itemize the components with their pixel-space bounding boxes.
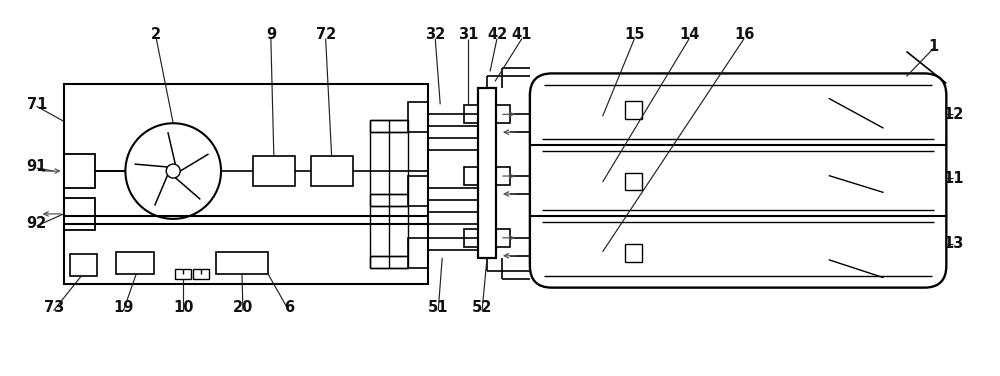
Bar xyxy=(496,229,510,247)
Bar xyxy=(496,167,510,185)
Text: 10: 10 xyxy=(173,300,193,315)
Bar xyxy=(64,154,95,188)
Text: 41: 41 xyxy=(512,27,532,42)
Text: 20: 20 xyxy=(233,300,253,315)
Bar xyxy=(408,238,428,268)
Text: 16: 16 xyxy=(734,27,754,42)
Bar xyxy=(311,156,353,186)
Bar xyxy=(478,88,496,258)
Bar xyxy=(70,254,97,276)
Bar xyxy=(253,156,295,186)
Text: 31: 31 xyxy=(458,27,478,42)
Text: 52: 52 xyxy=(472,300,492,315)
Bar xyxy=(464,105,478,123)
Text: 91: 91 xyxy=(27,159,47,174)
Bar xyxy=(408,176,428,206)
Text: 19: 19 xyxy=(113,300,134,315)
Bar xyxy=(496,105,510,123)
Bar xyxy=(216,252,268,274)
Text: 11: 11 xyxy=(943,171,964,185)
Bar xyxy=(464,229,478,247)
Bar xyxy=(116,252,154,274)
Text: 14: 14 xyxy=(679,27,699,42)
Bar xyxy=(625,244,642,262)
Text: 71: 71 xyxy=(27,97,47,112)
Text: 15: 15 xyxy=(624,27,645,42)
Text: 1: 1 xyxy=(928,39,939,54)
Bar xyxy=(64,198,95,230)
Text: 72: 72 xyxy=(316,27,336,42)
Text: 12: 12 xyxy=(943,107,964,122)
Bar xyxy=(193,269,209,279)
Text: 92: 92 xyxy=(27,216,47,231)
Bar xyxy=(64,84,428,284)
Text: 32: 32 xyxy=(425,27,445,42)
Text: 51: 51 xyxy=(428,300,448,315)
Text: 73: 73 xyxy=(44,300,64,315)
Text: 9: 9 xyxy=(266,27,276,42)
Bar xyxy=(408,102,428,132)
Bar xyxy=(464,167,478,185)
Bar xyxy=(625,173,642,191)
Bar xyxy=(175,269,191,279)
Text: 13: 13 xyxy=(943,236,964,251)
Text: 42: 42 xyxy=(487,27,507,42)
Bar xyxy=(625,101,642,119)
Text: 6: 6 xyxy=(284,300,294,315)
Text: 2: 2 xyxy=(151,27,161,42)
